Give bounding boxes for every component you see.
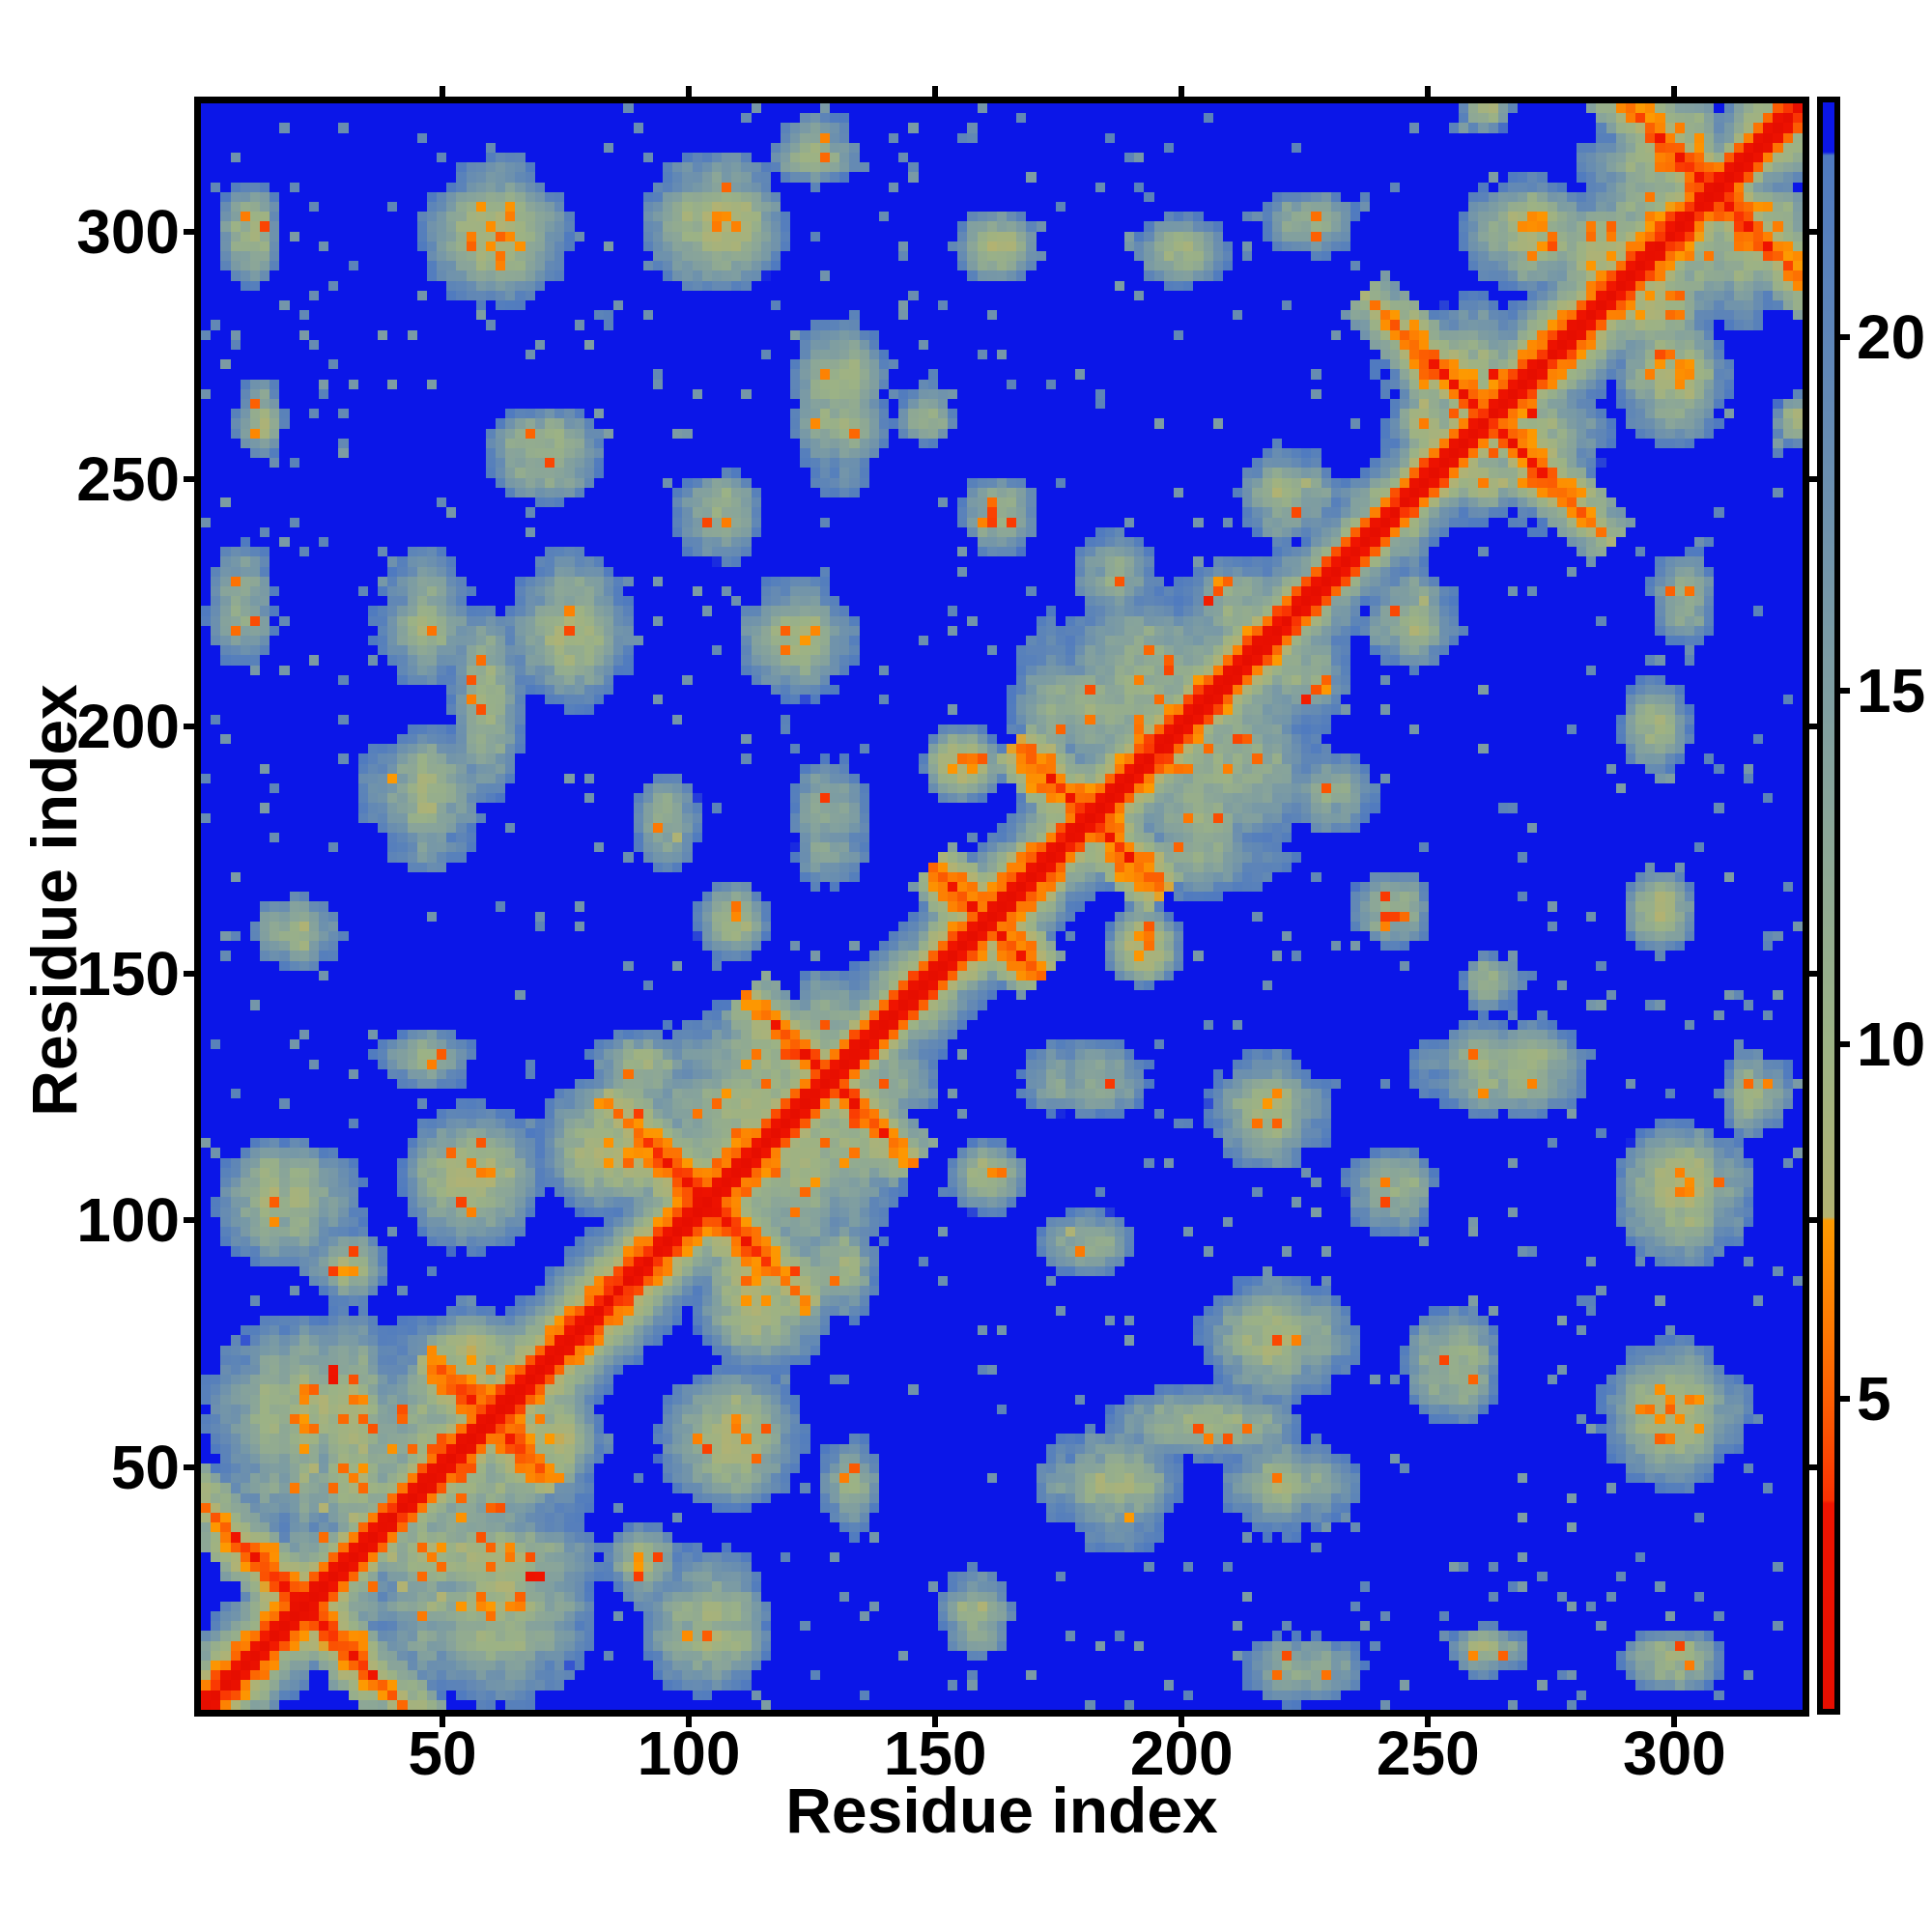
y-axis-tick-mark <box>184 1464 194 1471</box>
x-axis-top-tick-mark <box>1179 86 1185 97</box>
x-axis-top-tick-mark <box>439 86 445 97</box>
y-axis-right-tick-mark <box>1809 475 1820 482</box>
x-tick-label: 50 <box>408 1719 477 1788</box>
distance-map-canvas <box>201 103 1803 1710</box>
colorbar-tick-mark <box>1840 1041 1850 1048</box>
x-tick-label: 100 <box>637 1719 741 1788</box>
x-axis-tick-mark <box>686 1717 693 1727</box>
colorbar-tick-mark <box>1840 688 1850 695</box>
colorbar <box>1817 97 1840 1715</box>
y-axis-tick-mark <box>184 1217 194 1224</box>
y-axis-right-tick-mark <box>1809 1217 1820 1224</box>
x-axis-tick-mark <box>1671 1717 1678 1727</box>
x-axis-top-tick-mark <box>1425 86 1432 97</box>
y-tick-label: 150 <box>76 938 180 1009</box>
x-tick-label: 250 <box>1376 1719 1480 1788</box>
x-axis-title: Residue index <box>785 1775 1218 1846</box>
y-tick-label: 250 <box>76 443 180 514</box>
y-tick-label: 50 <box>110 1433 180 1503</box>
x-axis-top-tick-mark <box>686 86 693 97</box>
x-axis-tick-mark <box>932 1717 939 1727</box>
y-tick-label: 200 <box>76 691 180 761</box>
x-axis-tick-mark <box>439 1717 445 1727</box>
colorbar-tick-label: 15 <box>1857 656 1926 726</box>
y-axis-tick-mark <box>184 475 194 482</box>
x-axis-tick-mark <box>1179 1717 1185 1727</box>
x-tick-label: 200 <box>1129 1719 1234 1788</box>
x-axis-tick-mark <box>1425 1717 1432 1727</box>
colorbar-tick-mark <box>1840 333 1850 340</box>
y-axis-tick-mark <box>184 229 194 236</box>
y-axis-tick-mark <box>184 723 194 729</box>
x-tick-label: 300 <box>1622 1719 1726 1788</box>
colorbar-gradient <box>1823 102 1834 1709</box>
colorbar-tick-label: 20 <box>1857 301 1926 372</box>
y-axis-tick-mark <box>184 970 194 977</box>
y-axis-right-tick-mark <box>1809 1464 1820 1471</box>
colorbar-tick-label: 10 <box>1857 1009 1926 1080</box>
y-axis-right-tick-mark <box>1809 723 1820 729</box>
x-axis-top-tick-mark <box>932 86 939 97</box>
x-axis-top-tick-mark <box>1671 86 1678 97</box>
heatmap-plot <box>194 97 1809 1717</box>
y-axis-right-tick-mark <box>1809 970 1820 977</box>
y-tick-label: 100 <box>76 1185 180 1256</box>
y-axis-right-tick-mark <box>1809 229 1820 236</box>
x-tick-label: 150 <box>883 1719 987 1788</box>
colorbar-tick-label: 5 <box>1857 1363 1891 1434</box>
colorbar-tick-mark <box>1840 1395 1850 1402</box>
y-tick-label: 300 <box>76 197 180 268</box>
